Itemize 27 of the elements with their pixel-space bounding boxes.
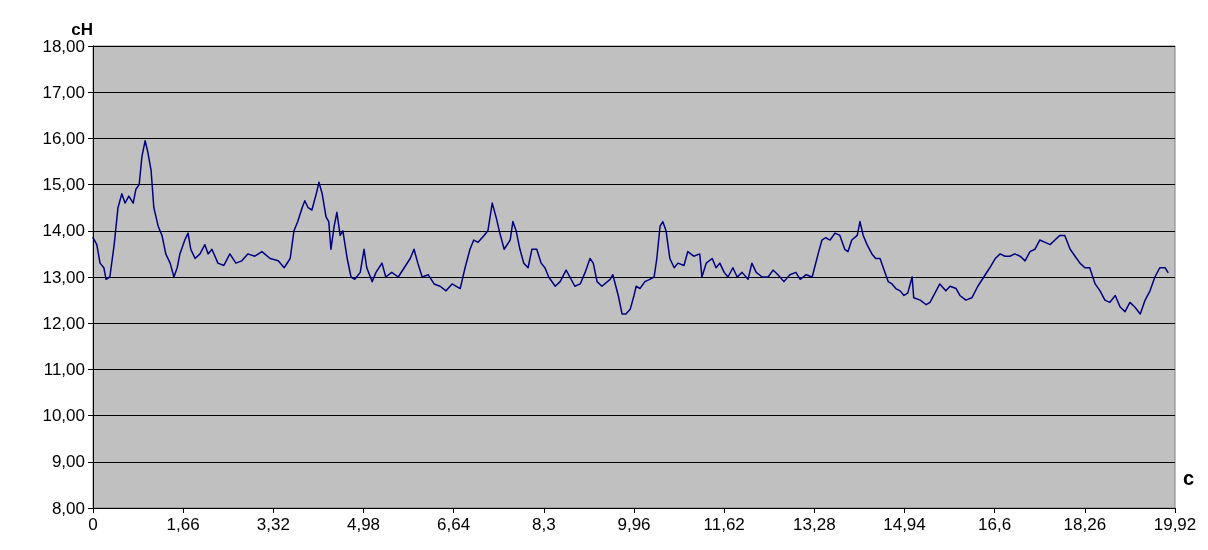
x-tick-label: 3,32 xyxy=(256,515,290,534)
x-tick-label: 18,26 xyxy=(1063,515,1107,534)
y-tick-label: 13,00 xyxy=(42,267,85,287)
y-tick-label: 11,00 xyxy=(43,359,85,379)
x-tick-label: 11,62 xyxy=(703,515,745,534)
y-tick-label: 18,00 xyxy=(42,36,85,56)
x-tick-label: 4,98 xyxy=(346,515,381,534)
y-tick-label: 9,00 xyxy=(51,452,85,472)
x-tick-label: 13,28 xyxy=(793,515,836,534)
line-series xyxy=(92,139,1169,315)
x-tick-label: 1,66 xyxy=(166,515,200,534)
y-tick-label: 15,00 xyxy=(42,175,85,195)
x-tick-label: 19,92 xyxy=(1153,515,1197,534)
y-axis-title: сН xyxy=(71,19,93,39)
y-tick-label: 14,00 xyxy=(42,221,85,241)
y-tick-label: 10,00 xyxy=(42,406,85,426)
y-tick-label: 16,00 xyxy=(42,128,85,148)
x-tick-label: 6,64 xyxy=(437,515,471,534)
x-tick-label: 9,96 xyxy=(617,515,651,534)
x-tick-label: 16,6 xyxy=(978,515,1012,534)
x-axis-title: с xyxy=(1183,467,1195,489)
y-tick-label: 12,00 xyxy=(42,313,85,333)
y-tick-label: 17,00 xyxy=(42,82,85,102)
y-tick-label: 8,00 xyxy=(51,498,85,518)
x-tick-label: 8,3 xyxy=(532,515,556,534)
x-tick-label: 14,94 xyxy=(883,515,926,534)
x-tick-label: 0 xyxy=(88,515,98,534)
